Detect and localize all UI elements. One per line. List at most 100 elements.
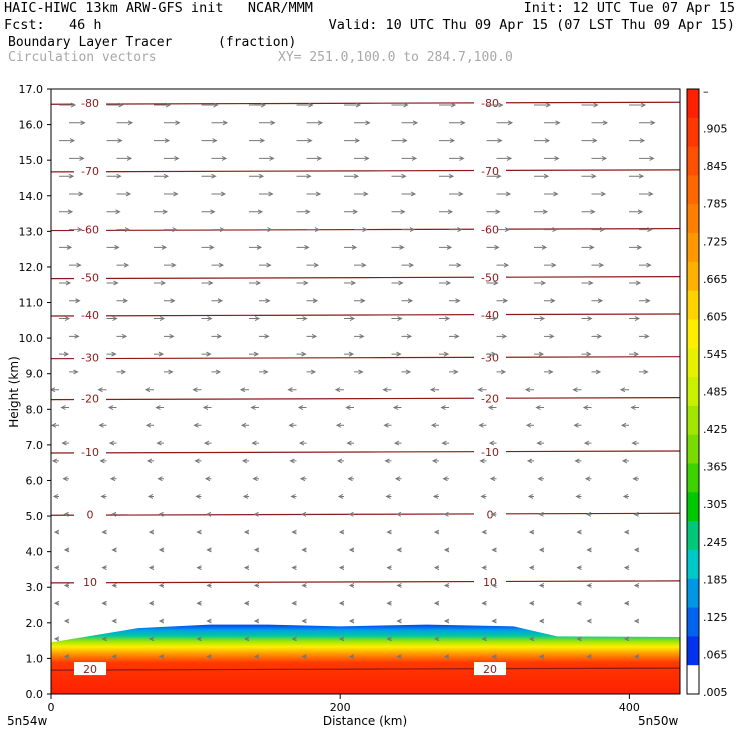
- circulation-vector: [106, 280, 119, 286]
- circulation-vector: [63, 618, 70, 624]
- y-axis-label: Height (km): [7, 356, 21, 427]
- circulation-vector: [491, 654, 497, 660]
- circulation-vector: [63, 547, 70, 553]
- circulation-vector: [111, 583, 117, 588]
- circulation-vector: [496, 191, 512, 197]
- contour-label: 0: [87, 508, 94, 521]
- circulation-vector: [488, 440, 497, 446]
- circulation-vector: [481, 565, 487, 571]
- contour-label: -10: [481, 446, 499, 459]
- y-tick-label: 11.0: [19, 297, 44, 310]
- circulation-vector: [544, 227, 558, 233]
- circulation-vector: [443, 654, 450, 660]
- circulation-vector: [391, 280, 404, 286]
- temperature-contour: [51, 450, 680, 454]
- circulation-vector: [443, 583, 450, 588]
- contour-label-background: [474, 163, 506, 177]
- circulation-vector: [496, 369, 507, 375]
- circulation-vector: [196, 565, 202, 571]
- circulation-vector: [290, 494, 297, 499]
- circulation-vector: [534, 316, 546, 321]
- contour-label-background: [474, 391, 506, 405]
- circulation-vector: [576, 529, 582, 535]
- circulation-vector: [639, 298, 651, 304]
- circulation-vector: [306, 262, 320, 268]
- circulation-vector: [59, 316, 71, 321]
- circulation-vector: [449, 333, 460, 339]
- circulation-vector: [439, 173, 455, 179]
- circulation-vector: [158, 654, 165, 660]
- circulation-vector: [586, 654, 592, 660]
- circulation-vector: [106, 102, 124, 108]
- circulation-vector: [629, 138, 646, 144]
- valid-time: Valid: 10 UTC Thu 09 Apr 15 (07 LST Thu …: [328, 17, 735, 33]
- circulation-vector: [534, 138, 551, 144]
- circulation-vector: [576, 600, 582, 606]
- circulation-vector: [69, 333, 80, 339]
- circulation-vector: [154, 102, 172, 108]
- temperature-contour: [51, 313, 680, 317]
- circulation-vector: [101, 636, 107, 642]
- circulation-vector: [344, 244, 358, 250]
- circulation-vector: [586, 547, 592, 553]
- circulation-vector: [69, 227, 83, 233]
- colorbar-swatch: [687, 175, 699, 205]
- circulation-vector: [639, 333, 650, 339]
- circulation-vector: [386, 529, 392, 535]
- circulation-vector: [382, 387, 392, 393]
- circulation-vector: [154, 280, 167, 286]
- circulation-vector: [211, 262, 225, 268]
- circulation-vector: [576, 636, 582, 642]
- y-tick-label: 4.0: [26, 546, 44, 559]
- circulation-vector: [306, 298, 319, 304]
- circulation-vector: [481, 636, 487, 642]
- circulation-vector: [486, 316, 498, 321]
- circulation-vector: [338, 565, 345, 571]
- circulation-vector: [116, 298, 129, 304]
- circulation-vector: [581, 316, 593, 321]
- colorbar-swatch: [687, 434, 699, 465]
- circulation-vector: [306, 227, 321, 233]
- circulation-vector: [487, 405, 497, 410]
- circulation-vector: [338, 600, 345, 606]
- contour-label-background: [74, 350, 106, 364]
- circulation-vector: [441, 440, 449, 446]
- circulation-vector: [195, 494, 202, 499]
- circulation-vector: [106, 138, 123, 144]
- circulation-vector: [620, 422, 629, 428]
- circulation-vector: [252, 476, 259, 482]
- circulation-vector: [111, 547, 117, 553]
- circulation-vector: [116, 227, 131, 233]
- circulation-vector: [243, 565, 250, 571]
- circulation-vector: [393, 440, 402, 446]
- temperature-contour: [51, 580, 680, 584]
- circulation-vector: [164, 120, 181, 126]
- contour-label-background: [74, 574, 106, 588]
- circulation-vector: [585, 511, 592, 517]
- circulation-vector: [249, 209, 264, 215]
- circulation-vector: [440, 405, 449, 410]
- contour-label: -80: [481, 97, 499, 110]
- contour-label-background: [74, 222, 106, 236]
- circulation-vector: [106, 316, 118, 321]
- contour-label: -40: [81, 309, 99, 322]
- circulation-vector: [201, 173, 217, 179]
- circulation-vector: [110, 511, 117, 517]
- circulation-vector: [144, 387, 154, 393]
- circulation-vector: [111, 618, 117, 624]
- circulation-vector: [623, 636, 630, 642]
- circulation-vector: [581, 102, 599, 108]
- circulation-vector: [391, 102, 409, 108]
- y-tick-label: 8.0: [26, 403, 44, 416]
- circulation-vector: [296, 209, 311, 215]
- circulation-vector: [243, 600, 250, 606]
- circulation-vector: [259, 262, 272, 268]
- colorbar-swatch: [687, 636, 699, 666]
- contour-label-background: [474, 662, 506, 676]
- contour-label-background: [474, 222, 506, 236]
- circulation-vector: [491, 547, 497, 553]
- circulation-vector: [155, 405, 164, 410]
- contour-label-background: [474, 574, 506, 588]
- circulation-vector: [202, 405, 212, 410]
